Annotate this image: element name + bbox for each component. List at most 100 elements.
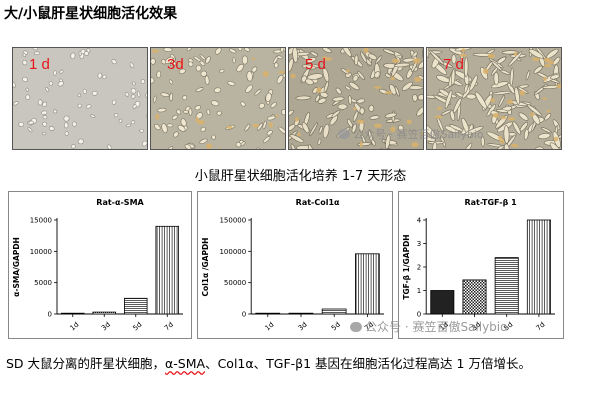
cell-granule xyxy=(390,76,395,81)
cell-shape xyxy=(170,57,176,66)
cell-shape xyxy=(25,94,31,100)
cell-shape xyxy=(348,95,352,105)
y-tick-label: 4 xyxy=(417,217,422,225)
cell-shape xyxy=(384,112,397,119)
cell-shape xyxy=(359,107,365,115)
cell-shape xyxy=(319,91,329,98)
cell-granule xyxy=(507,117,516,121)
cell-shape xyxy=(504,143,510,149)
bar-3d xyxy=(462,279,487,315)
cell-shape xyxy=(118,118,123,124)
cell-granule xyxy=(543,57,551,63)
wechat-icon xyxy=(350,322,362,332)
micrograph-image xyxy=(289,48,423,149)
cell-shape xyxy=(469,75,478,91)
cell-shape xyxy=(360,51,368,64)
cell-shape xyxy=(357,70,365,80)
cell-shape xyxy=(102,74,107,80)
cell-shape xyxy=(145,113,147,118)
cell-shape xyxy=(245,84,253,93)
cell-granule xyxy=(297,132,301,137)
cell-shape xyxy=(18,121,25,127)
cell-shape xyxy=(374,71,381,79)
cell-shape xyxy=(440,109,452,116)
body-text-highlight: α-SMA xyxy=(165,356,206,371)
chart-panel-col1a: Rat-Col1α Col1α /GAPDH 0 50000 100000 150000 1… xyxy=(197,191,393,339)
cell-shape xyxy=(375,55,383,64)
cell-shape xyxy=(140,79,146,84)
cell-shape xyxy=(337,103,348,110)
cell-shape xyxy=(322,48,332,54)
cell-shape xyxy=(107,144,112,149)
cell-granule xyxy=(290,73,296,79)
cell-shape xyxy=(265,92,272,102)
cell-shape xyxy=(161,59,167,65)
cell-shape xyxy=(195,64,202,72)
body-text-part2: 、Col1α、TGF-β1 基因在细胞活化过程高达 1 万倍增长。 xyxy=(205,356,531,371)
cell-granule xyxy=(482,68,489,74)
cell-granule xyxy=(492,112,500,118)
micrograph-1d: 1 d xyxy=(12,47,148,150)
cell-shape xyxy=(523,128,529,141)
cell-shape xyxy=(48,126,55,131)
x-tick-label: 3d xyxy=(100,321,112,333)
cell-shape xyxy=(53,70,57,76)
cell-granule xyxy=(206,143,213,149)
cell-shape xyxy=(427,123,437,139)
body-paragraph: SD 大鼠分离的肝星状细胞，α-SMA、Col1α、TGF-β1 基因在细胞活化… xyxy=(6,355,596,372)
cell-shape xyxy=(130,120,136,125)
cell-shape xyxy=(490,81,509,89)
cell-granule xyxy=(197,120,205,125)
cell-granule xyxy=(411,142,419,148)
cell-granule xyxy=(275,114,279,118)
cell-granule xyxy=(461,48,466,52)
bar-1d xyxy=(61,312,85,315)
cell-shape xyxy=(48,81,54,86)
cell-shape xyxy=(519,122,528,132)
cell-shape xyxy=(461,142,473,149)
cell-granule xyxy=(487,53,495,59)
cell-granule xyxy=(421,131,423,136)
micrograph-5d: 5 d xyxy=(288,47,424,150)
cell-shape xyxy=(161,123,168,134)
cell-shape xyxy=(70,52,76,60)
cell-shape xyxy=(309,122,318,137)
cell-granule xyxy=(353,107,357,110)
cell-granule xyxy=(359,141,363,148)
cell-granule xyxy=(543,76,547,82)
cell-shape xyxy=(183,109,189,114)
cell-shape xyxy=(168,146,174,149)
cell-shape xyxy=(188,61,194,67)
cell-granule xyxy=(434,115,443,119)
cell-shape xyxy=(317,97,327,104)
cell-shape xyxy=(13,101,19,106)
y-tick-label: 50000 xyxy=(224,279,246,287)
cell-shape xyxy=(184,144,192,149)
cell-shape xyxy=(169,92,174,102)
cell-shape xyxy=(344,85,351,91)
cell-shape xyxy=(315,94,321,103)
cell-shape xyxy=(385,134,391,149)
cell-shape xyxy=(194,105,201,111)
cell-shape xyxy=(213,87,222,93)
cell-shape xyxy=(394,85,400,97)
cell-shape xyxy=(301,122,310,134)
cell-shape xyxy=(228,48,237,54)
cell-shape xyxy=(322,123,330,139)
cell-shape xyxy=(216,110,222,116)
cell-shape xyxy=(41,110,48,115)
cell-shape xyxy=(412,94,418,102)
cell-shape xyxy=(451,54,457,65)
cell-granule xyxy=(506,99,514,104)
cell-shape xyxy=(85,104,92,109)
cell-granule xyxy=(547,60,555,64)
cell-shape xyxy=(335,87,342,95)
x-tick-label: 5d xyxy=(330,321,342,333)
cell-granule xyxy=(546,109,551,113)
chart-panel-asma: Rat-α-SMA α-SMA/GAPDH 0 5000 10000 15000 1d 3d 5… xyxy=(8,191,192,339)
chart-title: Rat-α-SMA xyxy=(96,198,144,207)
cell-shape xyxy=(544,112,552,121)
cell-shape xyxy=(42,131,47,136)
cell-shape xyxy=(25,87,29,92)
cell-shape xyxy=(97,72,103,79)
